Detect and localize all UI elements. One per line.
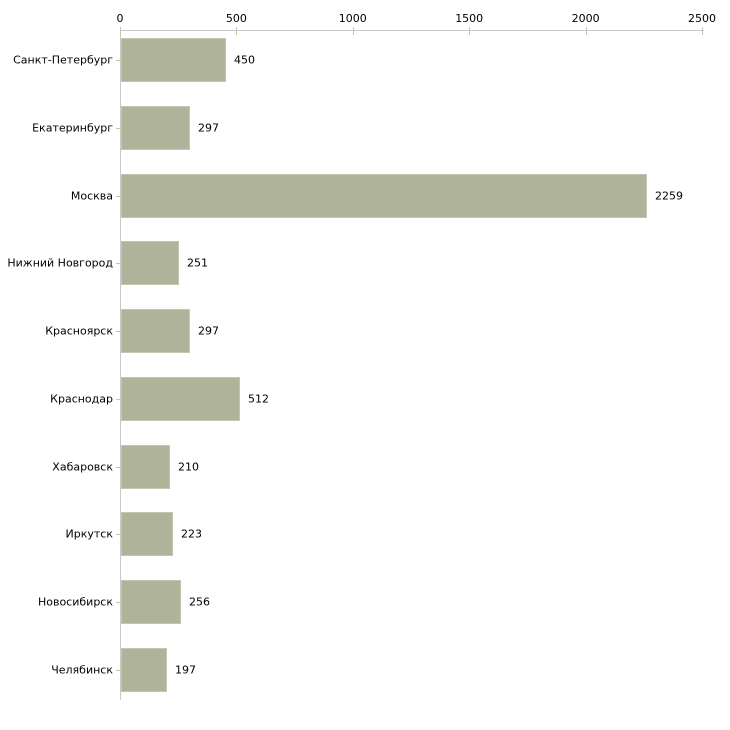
bar-value-label: 297: [198, 121, 219, 135]
bar: [121, 445, 170, 489]
category-label: Екатеринбург: [32, 121, 113, 135]
category-label: Новосибирск: [37, 595, 113, 609]
bar-value-label: 197: [175, 663, 196, 677]
bar: [121, 174, 647, 218]
x-tick-mark: [120, 27, 121, 35]
category-label: Челябинск: [51, 663, 113, 677]
category-label: Иркутск: [65, 527, 113, 541]
y-tick-mark: [116, 398, 121, 400]
y-tick-mark: [116, 331, 121, 333]
bar-value-label: 297: [198, 324, 219, 338]
bar: [121, 241, 179, 285]
x-tick-mark: [585, 27, 587, 35]
bar: [121, 512, 173, 556]
y-tick-mark: [116, 670, 121, 672]
bar: [121, 38, 226, 82]
y-axis-line: [120, 30, 121, 700]
bar: [121, 580, 181, 624]
x-tick-label: 1000: [338, 12, 367, 25]
y-tick-mark: [116, 127, 121, 129]
category-label: Санкт-Петербург: [13, 53, 113, 67]
y-tick-mark: [116, 195, 121, 197]
x-axis-line: [120, 30, 704, 31]
x-tick-label: 2000: [571, 12, 600, 25]
bar-value-label: 251: [187, 256, 208, 270]
x-tick-mark: [702, 27, 703, 35]
bar: [121, 648, 167, 692]
bar-value-label: 210: [178, 460, 199, 474]
y-tick-mark: [116, 466, 121, 468]
bar-value-label: 2259: [655, 189, 683, 203]
x-tick-label: 1500: [455, 12, 484, 25]
x-tick-mark: [352, 27, 354, 35]
x-tick-mark: [469, 27, 471, 35]
category-label: Хабаровск: [52, 460, 113, 474]
y-tick-mark: [116, 263, 121, 265]
bar: [121, 309, 190, 353]
bar: [121, 377, 240, 421]
category-label: Москва: [70, 189, 113, 203]
category-label: Красноярск: [45, 324, 113, 338]
x-tick-mark: [236, 27, 238, 35]
y-tick-mark: [116, 602, 121, 604]
bar-value-label: 223: [181, 527, 202, 541]
bar-value-label: 512: [248, 392, 269, 406]
bar-value-label: 256: [189, 595, 210, 609]
x-tick-label: 500: [225, 12, 247, 25]
x-tick-label: 2500: [688, 12, 716, 25]
bar-value-label: 450: [234, 53, 255, 67]
y-tick-mark: [116, 60, 121, 61]
category-label: Нижний Новгород: [7, 256, 113, 270]
category-label: Краснодар: [50, 392, 113, 406]
bar: [121, 106, 190, 150]
x-tick-label: 0: [116, 12, 124, 25]
y-tick-mark: [116, 534, 121, 536]
